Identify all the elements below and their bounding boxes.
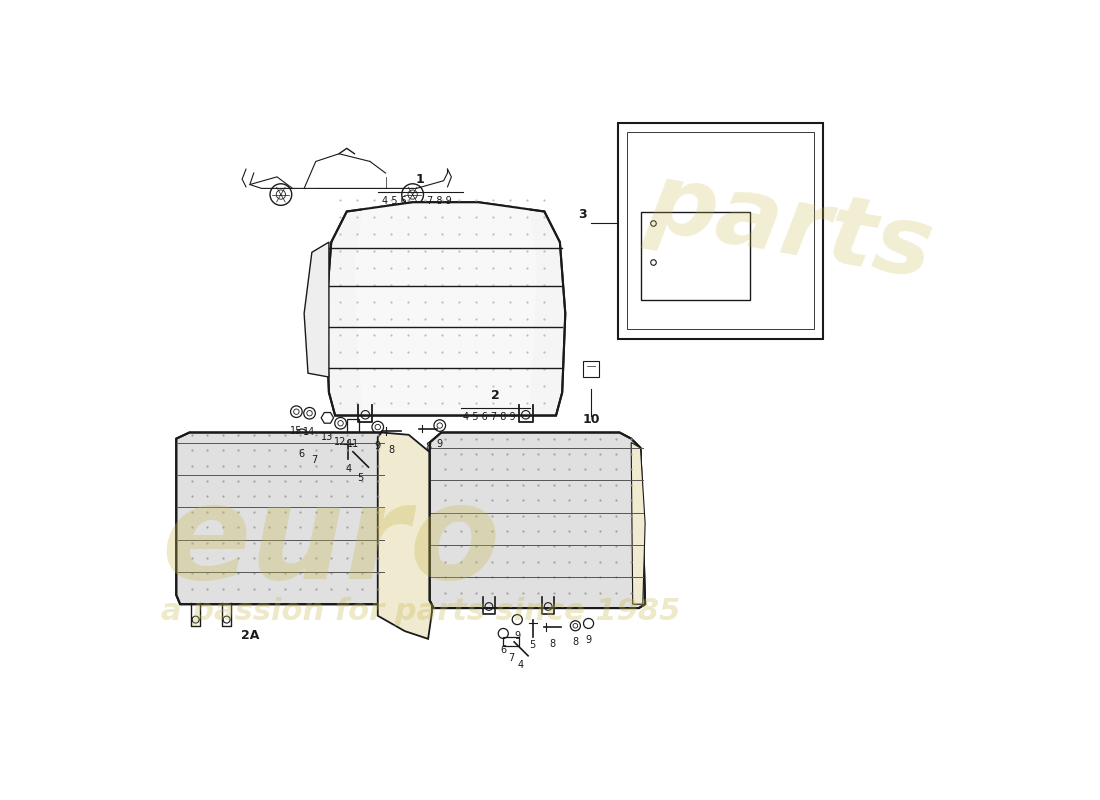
Text: 5: 5: [529, 640, 536, 650]
Text: 4: 4: [345, 464, 351, 474]
Text: 8: 8: [425, 442, 431, 453]
Text: 4 5 6: 4 5 6: [382, 196, 406, 206]
Text: 7: 7: [311, 455, 317, 465]
Text: parts: parts: [641, 156, 940, 298]
Text: 6: 6: [299, 449, 305, 458]
Text: 7 8 9: 7 8 9: [427, 196, 451, 206]
Text: 2: 2: [492, 389, 499, 402]
Text: 12: 12: [334, 437, 346, 447]
Text: 9: 9: [437, 439, 443, 450]
Text: 8: 8: [549, 639, 556, 649]
Polygon shape: [326, 202, 565, 415]
Text: a passion for parts since 1985: a passion for parts since 1985: [161, 598, 680, 626]
Polygon shape: [377, 433, 432, 639]
Text: 8: 8: [572, 638, 579, 647]
Text: 5: 5: [358, 474, 364, 483]
Text: 11: 11: [346, 439, 359, 450]
Text: 13: 13: [321, 432, 333, 442]
Text: 9: 9: [514, 631, 520, 641]
Polygon shape: [354, 202, 537, 412]
Polygon shape: [176, 433, 385, 604]
Text: 6: 6: [500, 645, 506, 655]
Text: 10: 10: [582, 414, 600, 426]
Text: 15: 15: [290, 426, 303, 435]
Text: euro: euro: [161, 479, 500, 606]
Text: 4: 4: [518, 661, 525, 670]
Text: 7: 7: [508, 653, 514, 662]
Text: 9: 9: [375, 441, 381, 451]
Text: 8: 8: [388, 445, 395, 455]
Polygon shape: [304, 242, 329, 377]
Text: 14: 14: [304, 427, 316, 437]
Polygon shape: [631, 442, 645, 604]
Text: 4 5 6 7 8 9: 4 5 6 7 8 9: [463, 412, 516, 422]
Polygon shape: [430, 433, 645, 608]
Text: 9: 9: [585, 635, 592, 645]
Text: 2A: 2A: [242, 629, 260, 642]
Text: 3: 3: [579, 208, 587, 221]
Text: 1: 1: [416, 173, 425, 186]
